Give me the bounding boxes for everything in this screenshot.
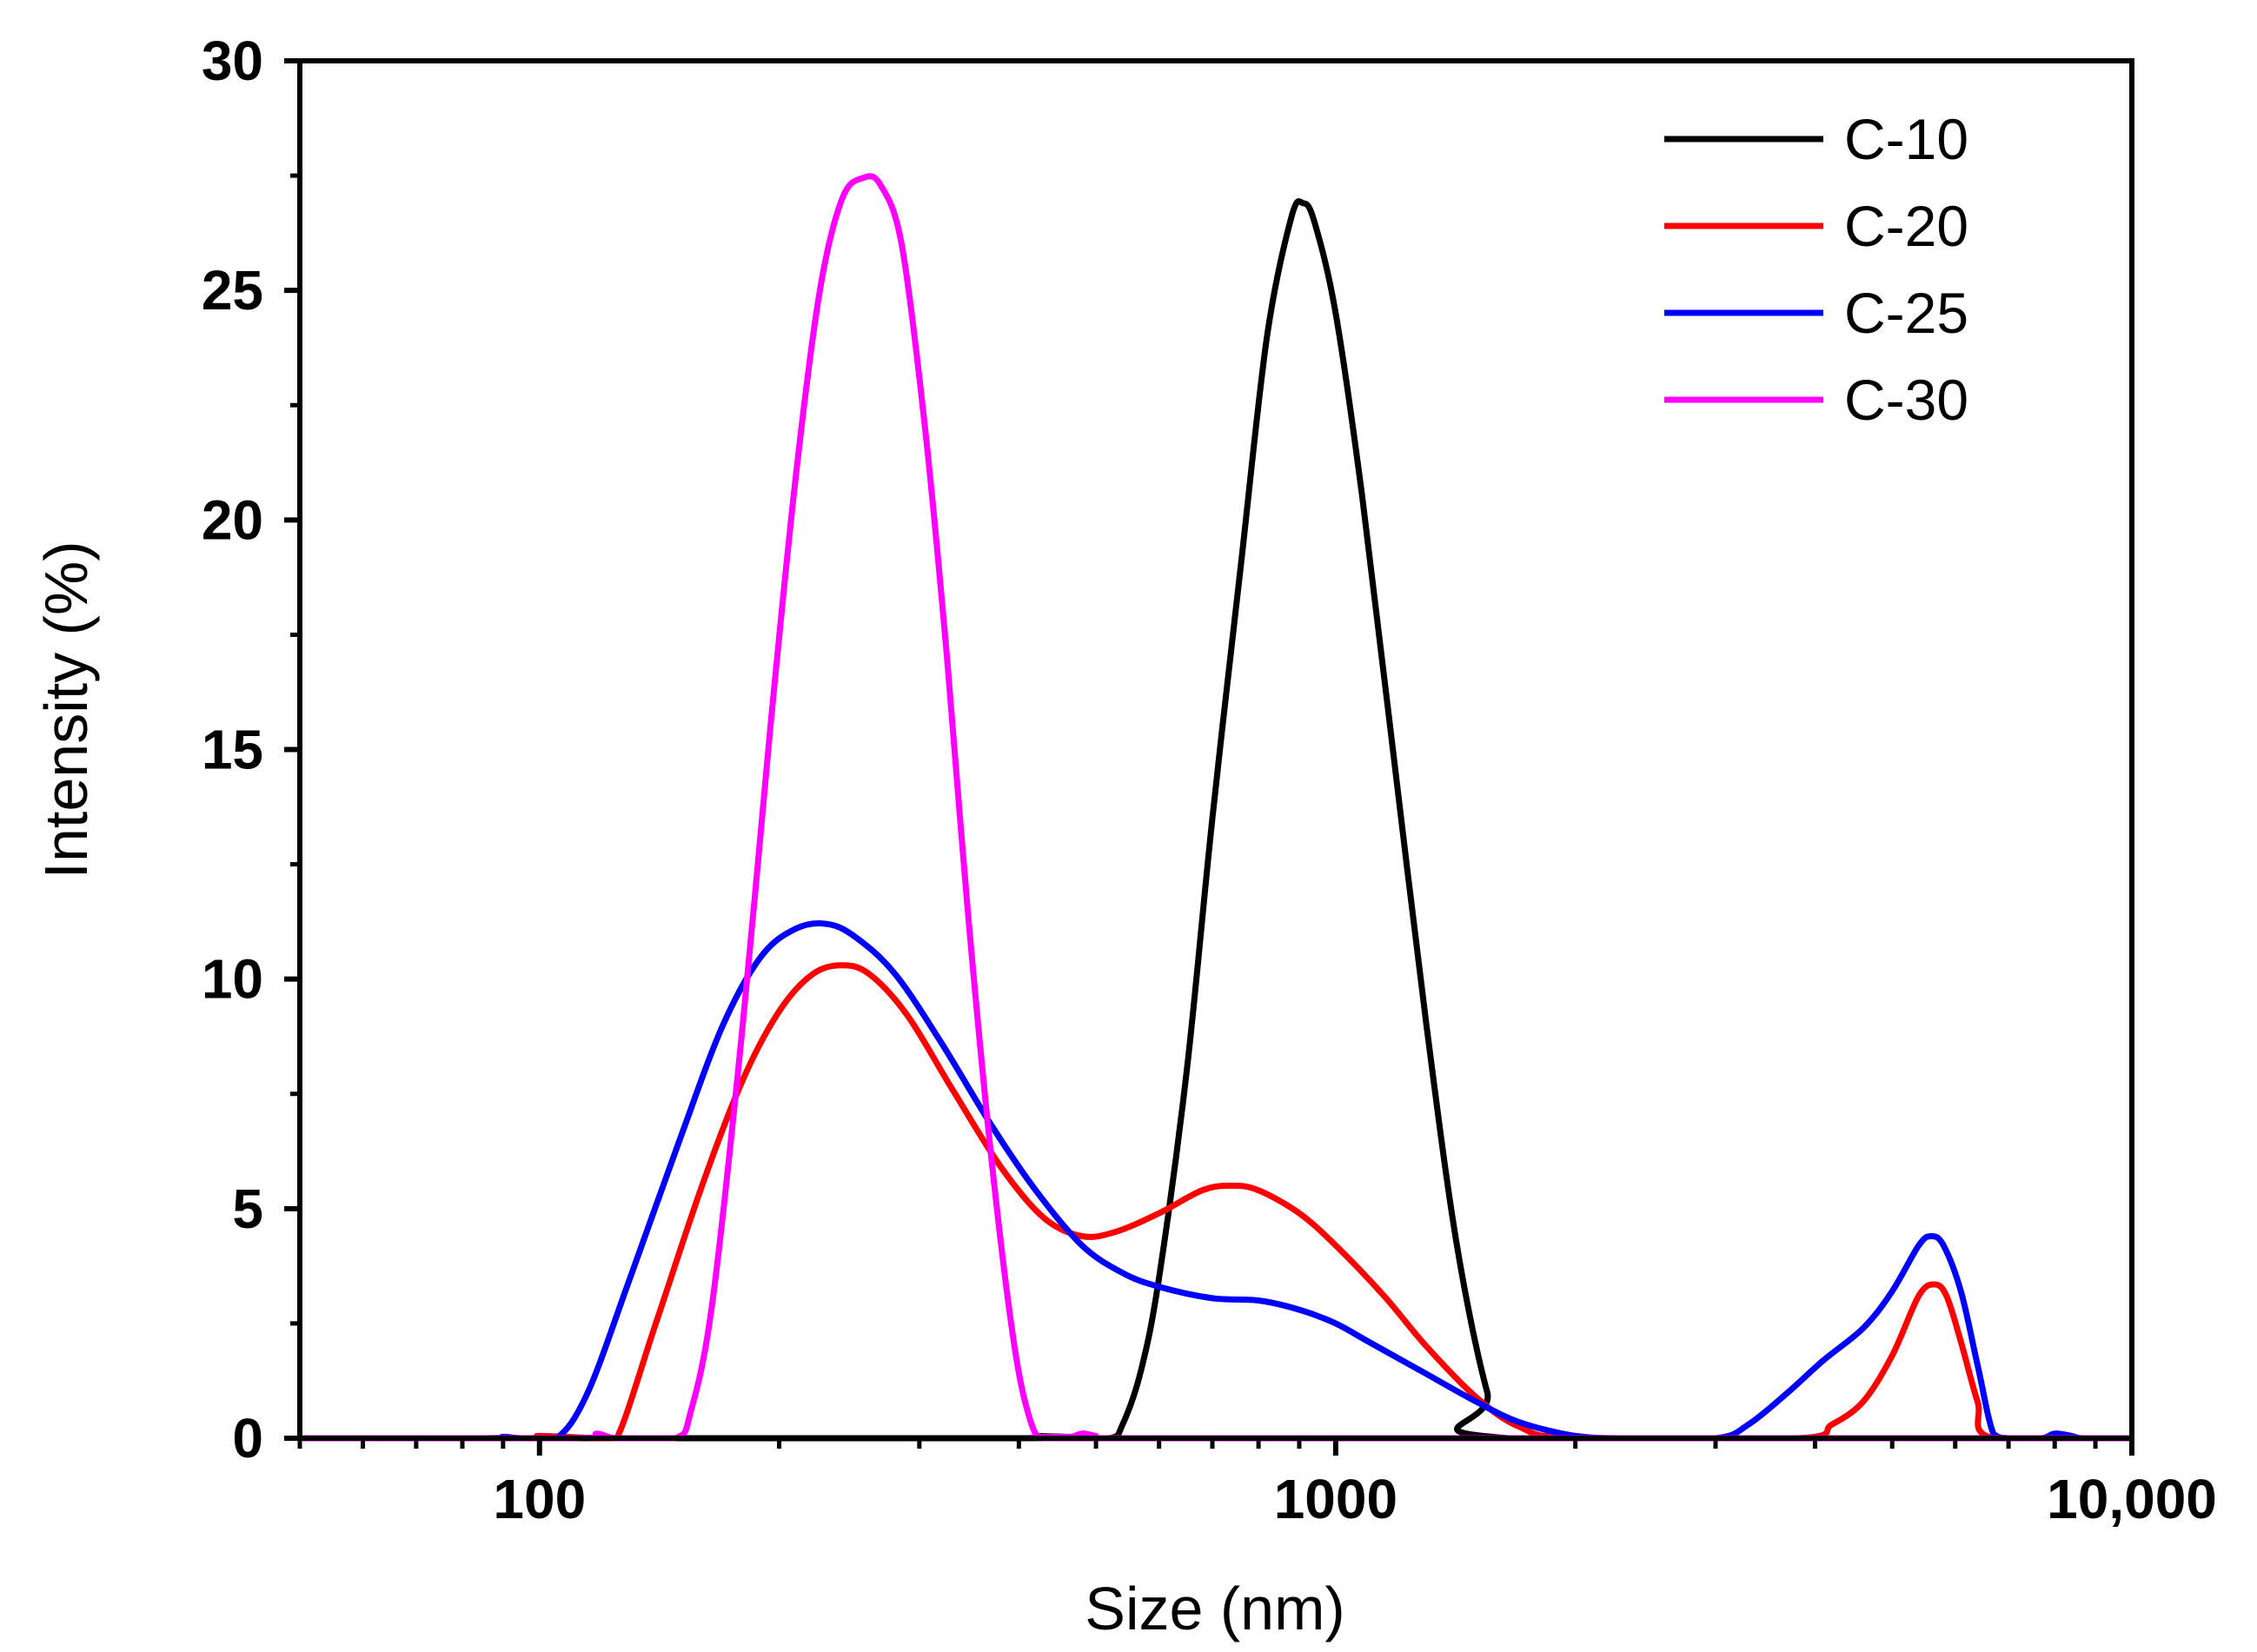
series-line-c-30 bbox=[300, 173, 2132, 1442]
plot-frame bbox=[297, 58, 2134, 1441]
legend-label-c-20: C-20 bbox=[1844, 194, 1968, 258]
series-line-c-25 bbox=[300, 919, 2132, 1442]
ticks-layer: 0 5 10 15 20 25 30 100 1000 10,000 bbox=[202, 30, 2217, 1530]
series-line-c-20 bbox=[300, 962, 2132, 1442]
y-axis-title: Intensity (%) bbox=[32, 541, 100, 879]
x-tick-label: 10,000 bbox=[2047, 1468, 2217, 1530]
legend-label-c-30: C-30 bbox=[1844, 368, 1968, 432]
y-tick-label: 20 bbox=[202, 488, 263, 551]
y-tick-label: 10 bbox=[202, 948, 263, 1011]
y-tick-label: 0 bbox=[232, 1407, 263, 1470]
series-layer bbox=[300, 173, 2132, 1442]
x-tick-label: 100 bbox=[493, 1468, 586, 1530]
legend-label-c-10: C-10 bbox=[1844, 107, 1968, 171]
x-axis-title: Size (nm) bbox=[1085, 1575, 1344, 1642]
legend: C-10 C-20 C-25 C-30 bbox=[1664, 107, 1968, 432]
y-tick-label: 30 bbox=[202, 30, 263, 92]
y-tick-label: 15 bbox=[202, 719, 263, 781]
legend-label-c-25: C-25 bbox=[1844, 281, 1968, 345]
axes-layer bbox=[297, 58, 2134, 1441]
y-tick-label: 5 bbox=[232, 1178, 263, 1240]
y-tick-label: 25 bbox=[202, 259, 263, 322]
x-tick-label: 1000 bbox=[1274, 1468, 1397, 1530]
